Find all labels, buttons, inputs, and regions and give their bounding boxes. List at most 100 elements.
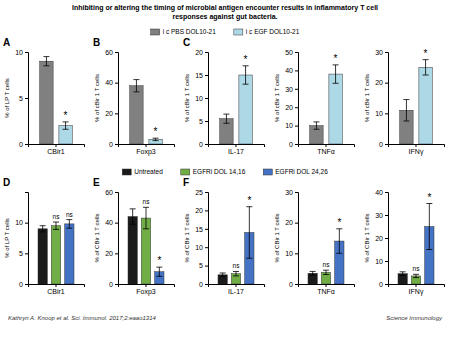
x-tick: IL-17 — [228, 284, 244, 295]
bar — [40, 61, 53, 144]
bar — [398, 274, 407, 284]
bar — [51, 226, 60, 284]
x-tick-label: IL-17 — [228, 288, 244, 295]
annotation: * — [154, 126, 158, 137]
legend-label: Untreated — [134, 168, 163, 175]
y-tick-mark — [25, 223, 28, 224]
y-axis-title: % of cBir 1 T cells — [364, 74, 370, 122]
y-axis-title: % of CBir 1 T cells — [364, 213, 370, 262]
y-tick-label: 20 — [375, 79, 383, 86]
y-tick-label: 50 — [285, 49, 293, 56]
bars — [130, 80, 163, 144]
x-tick: TNFα — [317, 284, 335, 295]
x-tick-label: Foxp3 — [136, 148, 156, 156]
annotation: * — [334, 53, 338, 64]
x-axis-line — [389, 145, 445, 148]
y-tick: 20 — [105, 110, 118, 117]
y-tick-label: 10 — [15, 49, 23, 56]
panel-title: D — [3, 177, 10, 188]
bar — [329, 74, 342, 144]
y-tick-mark — [295, 253, 298, 254]
x-tick: TNFα — [317, 144, 335, 155]
y-tick: 30 — [375, 49, 388, 56]
error-bar-line — [336, 228, 342, 229]
x-axis: IFNγ — [389, 144, 445, 156]
y-axis: 01020304050 — [285, 49, 298, 148]
annotation: * — [64, 110, 68, 121]
y-tick-label: 25 — [195, 189, 203, 196]
error-bar-line — [400, 271, 406, 272]
y-axis-title: % of cBir 1 T cells — [184, 74, 190, 122]
y-tick-label: 5 — [19, 250, 23, 257]
error-bar-line — [312, 271, 313, 275]
panel: 05101520IL-17* — [195, 49, 264, 155]
y-tick-label: 0 — [109, 281, 113, 288]
title-line: responses against gut bacteria. — [172, 13, 277, 21]
y-tick-mark — [205, 121, 208, 122]
error-bar-line — [156, 276, 162, 277]
error-bar-line — [429, 204, 430, 250]
x-tick-mark — [146, 284, 147, 287]
y-tick-label: 20 — [195, 207, 203, 214]
x-axis: CBir1 — [29, 284, 85, 295]
y-tick: 0 — [109, 281, 118, 288]
y-axis-line — [205, 53, 209, 145]
error-bar — [403, 100, 409, 121]
error-bar — [220, 273, 226, 277]
y-tick: 5 — [199, 118, 208, 125]
legend-item: i c PBS DOL10-21 — [151, 28, 216, 35]
error-bar-line — [413, 274, 419, 275]
annotation: * — [244, 54, 248, 65]
y-tick: 50 — [285, 49, 298, 56]
bars — [40, 57, 73, 144]
y-tick: 20 — [285, 219, 298, 226]
y-tick: 10 — [375, 258, 388, 265]
y-tick: 0 — [199, 141, 208, 148]
y-tick-mark — [385, 113, 388, 114]
y-axis-title: % of cBir 1 T cells — [274, 74, 280, 122]
x-axis-line — [389, 285, 445, 288]
y-tick-mark — [295, 52, 298, 53]
error-bar — [313, 122, 319, 129]
y-tick: 5 — [199, 262, 208, 269]
annotation: * — [427, 192, 431, 203]
y-tick-mark — [25, 253, 28, 254]
x-axis: IL-17 — [209, 284, 265, 295]
error-bar — [246, 207, 252, 259]
legend-item: EGFRi DOL 24,26 — [263, 168, 328, 175]
y-tick: 0 — [19, 281, 28, 288]
y-axis: 0102030 — [285, 189, 298, 288]
error-bar — [40, 226, 46, 232]
y-tick-label: 10 — [195, 95, 203, 102]
y-tick: 10 — [375, 110, 388, 117]
error-bar-line — [53, 222, 59, 223]
figure: Inhibiting or altering the timing of mic… — [0, 0, 450, 338]
y-tick: 20 — [195, 49, 208, 56]
error-bar — [133, 80, 139, 92]
y-axis-line — [385, 193, 389, 285]
y-tick-mark — [295, 192, 298, 193]
error-bar-line — [339, 229, 340, 254]
y-tick-label: 5 — [199, 262, 203, 269]
legend-swatch — [181, 169, 190, 175]
error-bar — [333, 65, 339, 83]
error-bar-line — [316, 122, 317, 129]
bars — [308, 229, 344, 284]
error-bar-line — [326, 270, 327, 274]
x-axis-line — [119, 285, 175, 288]
error-bar — [53, 222, 59, 229]
y-tick-mark — [295, 284, 298, 285]
y-tick-label: 10 — [15, 219, 23, 226]
y-tick-mark — [295, 144, 298, 145]
y-axis-title: % of cBir 1 T cells — [94, 74, 100, 122]
y-tick: 40 — [375, 189, 388, 196]
y-tick-label: 20 — [105, 250, 113, 257]
y-tick-label: 10 — [375, 258, 383, 265]
y-tick-mark — [25, 52, 28, 53]
error-bar — [423, 60, 429, 75]
error-bar-line — [423, 59, 429, 60]
annotation: * — [157, 255, 161, 266]
y-tick: 5 — [19, 250, 28, 257]
y-tick-label: 10 — [375, 110, 383, 117]
x-tick-mark — [236, 144, 237, 147]
